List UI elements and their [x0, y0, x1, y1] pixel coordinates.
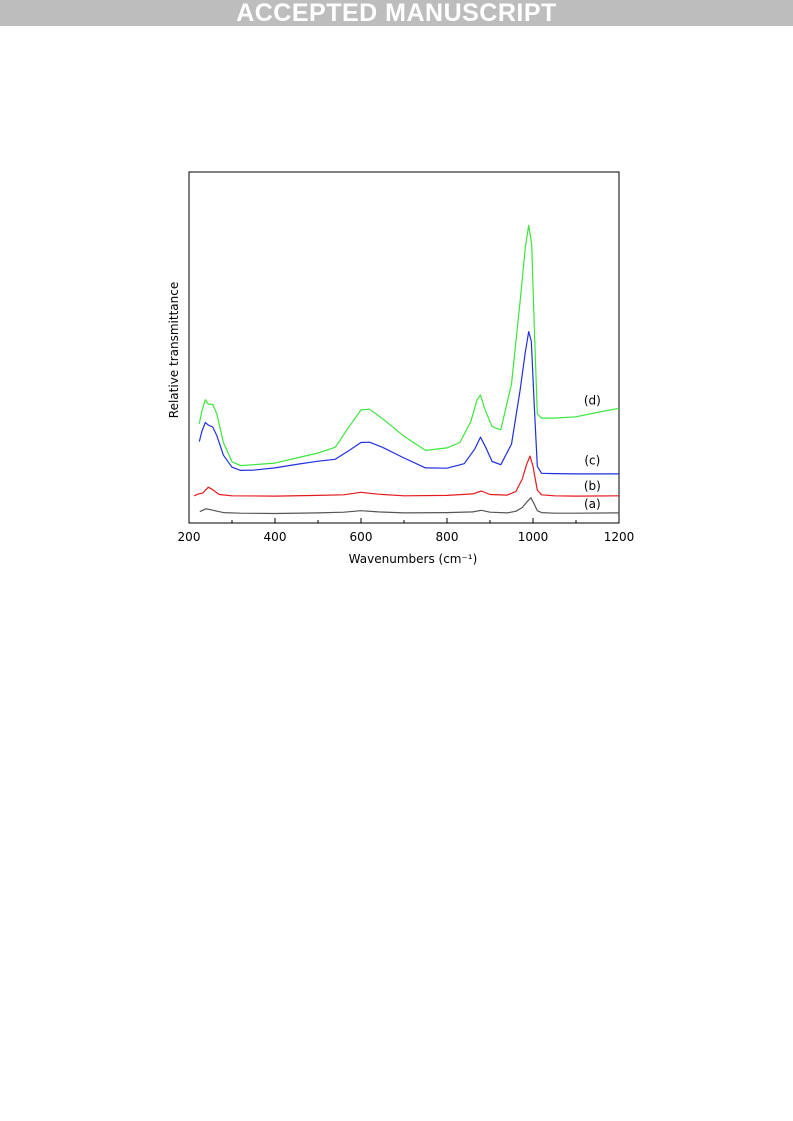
series-labels: (d) (c) (b) (a)	[584, 393, 601, 511]
series-label-3: (b)	[584, 479, 601, 493]
y-axis-label: Relative transmittance	[167, 282, 181, 418]
series-label-2: (c)	[584, 454, 600, 468]
x-axis-ticks: 200 400 600 800 1000 1200	[178, 518, 635, 544]
series-group	[193, 224, 620, 515]
series-line-3	[198, 331, 619, 475]
series-line-2	[193, 455, 620, 497]
series-line-4	[198, 224, 620, 467]
x-tick-label: 600	[350, 530, 373, 544]
series-line-1	[199, 497, 620, 515]
x-tick-label: 200	[178, 530, 201, 544]
x-tick-label: 800	[436, 530, 459, 544]
series-label-1: (d)	[584, 393, 601, 407]
x-tick-label: 1000	[518, 530, 549, 544]
x-tick-label: 400	[264, 530, 287, 544]
series-label-4: (a)	[584, 497, 601, 511]
x-axis-label: Wavenumbers (cm⁻¹)	[349, 552, 478, 566]
x-tick-label: 1200	[604, 530, 635, 544]
accepted-manuscript-banner: ACCEPTED MANUSCRIPT	[0, 0, 793, 27]
